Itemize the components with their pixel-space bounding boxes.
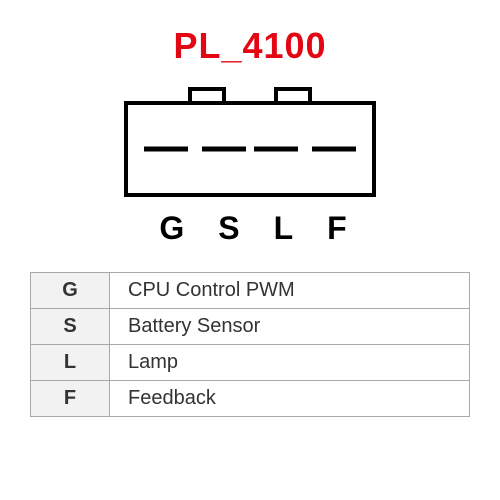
legend-table: G CPU Control PWM S Battery Sensor L Lam… (30, 272, 470, 417)
diagram-title: PL_4100 (30, 25, 470, 67)
pin-label: F (327, 210, 347, 247)
pin-labels-row: G S L F (30, 210, 470, 247)
legend-value: Battery Sensor (110, 309, 470, 345)
legend-key: G (31, 273, 110, 309)
connector-diagram (30, 87, 470, 202)
table-row: L Lamp (31, 345, 470, 381)
legend-key: S (31, 309, 110, 345)
pin-label: L (274, 210, 294, 247)
table-row: S Battery Sensor (31, 309, 470, 345)
legend-value: Feedback (110, 381, 470, 417)
connector-svg (120, 87, 380, 202)
legend-value: Lamp (110, 345, 470, 381)
legend-key: F (31, 381, 110, 417)
legend-value: CPU Control PWM (110, 273, 470, 309)
legend-key: L (31, 345, 110, 381)
table-row: F Feedback (31, 381, 470, 417)
pin-label: S (218, 210, 239, 247)
table-row: G CPU Control PWM (31, 273, 470, 309)
pin-label: G (159, 210, 184, 247)
